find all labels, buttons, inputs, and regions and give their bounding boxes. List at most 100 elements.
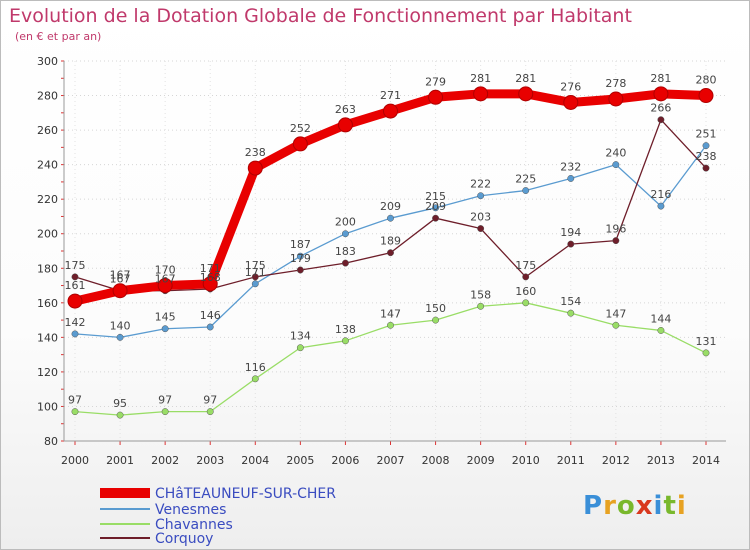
data-label: 281 (650, 72, 671, 85)
data-label: 161 (65, 279, 86, 292)
legend-label: CHâTEAUNEUF-SUR-CHER (155, 486, 336, 502)
data-point (206, 408, 214, 416)
data-label: 170 (155, 264, 176, 277)
data-label: 146 (200, 309, 221, 322)
data-label: 238 (696, 150, 717, 163)
data-point (71, 273, 79, 281)
data-label: 138 (335, 323, 356, 336)
data-point (387, 214, 394, 222)
data-label: 144 (650, 312, 671, 325)
data-label: 179 (290, 252, 311, 265)
data-point (251, 375, 259, 383)
data-label: 216 (650, 188, 671, 201)
chart-subtitle: (en € et par an) (15, 30, 102, 43)
y-tick-label: 200 (37, 228, 58, 241)
data-label: 200 (335, 216, 356, 229)
data-point (567, 175, 575, 182)
data-point (67, 293, 83, 309)
data-point (518, 86, 534, 102)
data-label: 278 (605, 77, 626, 90)
x-tick-label: 2013 (647, 454, 675, 467)
data-point (296, 344, 304, 352)
data-point (608, 91, 624, 107)
data-label: 279 (425, 75, 446, 88)
data-point (428, 89, 444, 105)
data-label: 171 (245, 266, 266, 279)
data-label: 225 (515, 173, 536, 186)
data-point (341, 259, 349, 267)
data-label: 276 (560, 80, 581, 93)
data-point (157, 278, 173, 294)
data-point (116, 411, 124, 419)
data-point (112, 283, 128, 299)
data-label: 252 (290, 122, 311, 135)
data-label: 168 (200, 271, 221, 284)
data-point (116, 333, 124, 341)
data-label: 171 (200, 262, 221, 275)
x-tick-label: 2011 (557, 454, 585, 467)
data-label: 147 (380, 307, 401, 320)
data-label: 194 (560, 226, 581, 239)
data-label: 215 (425, 190, 446, 203)
data-label: 209 (380, 200, 401, 213)
data-point (702, 142, 710, 150)
data-label: 240 (605, 147, 626, 160)
data-label: 160 (515, 285, 536, 298)
y-tick-label: 100 (37, 400, 58, 413)
data-point (247, 160, 263, 176)
data-point (71, 408, 79, 416)
data-point (477, 192, 485, 200)
x-tick-label: 2010 (512, 454, 540, 467)
data-label: 232 (560, 160, 581, 173)
data-label: 97 (203, 394, 217, 407)
data-label: 158 (470, 288, 491, 301)
y-tick-label: 220 (37, 193, 58, 206)
data-point (657, 327, 665, 334)
data-label: 145 (155, 311, 176, 324)
data-point (432, 214, 440, 222)
data-point (432, 204, 440, 212)
data-label: 209 (425, 200, 446, 213)
y-tick-label: 120 (37, 366, 58, 379)
data-point (702, 164, 710, 172)
y-tick-label: 280 (37, 90, 58, 103)
data-label: 238 (245, 146, 266, 159)
y-tick-label: 80 (44, 435, 58, 448)
data-label: 167 (155, 273, 176, 286)
data-point (612, 321, 620, 329)
x-tick-label: 2001 (106, 454, 134, 467)
x-tick-label: 2007 (377, 454, 405, 467)
data-point (522, 299, 530, 307)
data-point (341, 337, 349, 345)
data-label: 97 (68, 394, 82, 407)
data-point (387, 321, 394, 329)
data-label: 175 (65, 259, 86, 272)
data-point (206, 323, 214, 331)
legend-label: Corquoy (155, 531, 213, 547)
data-point (202, 276, 218, 292)
data-point (292, 136, 308, 152)
data-label: 196 (605, 223, 626, 236)
data-label: 189 (380, 235, 401, 248)
data-label: 134 (290, 330, 311, 343)
x-tick-label: 2009 (467, 454, 495, 467)
chart-title: Evolution de la Dotation Globale de Fonc… (9, 5, 632, 27)
y-tick-label: 300 (37, 55, 58, 68)
data-label: 187 (290, 238, 311, 251)
data-point (522, 187, 530, 194)
data-point (567, 309, 575, 317)
data-label: 175 (245, 259, 266, 272)
data-point (161, 325, 169, 333)
data-point (477, 302, 485, 310)
data-label: 167 (110, 273, 131, 286)
data-label: 95 (113, 397, 127, 410)
x-tick-label: 2005 (286, 454, 314, 467)
data-point (473, 86, 489, 102)
data-point (251, 280, 259, 288)
x-tick-label: 2006 (331, 454, 359, 467)
data-label: 97 (158, 394, 172, 407)
y-tick-label: 240 (37, 159, 58, 172)
data-label: 150 (425, 302, 446, 315)
legend-label: Chavannes (155, 517, 233, 533)
